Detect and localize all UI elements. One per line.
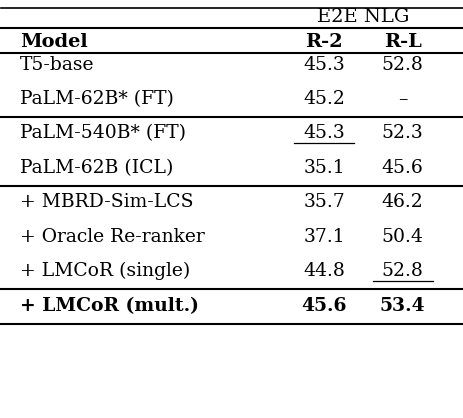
Text: + MBRD-Sim-LCS: + MBRD-Sim-LCS [20, 194, 193, 212]
Text: 44.8: 44.8 [303, 262, 344, 280]
Text: PaLM-540B* (FT): PaLM-540B* (FT) [20, 125, 186, 143]
Text: + LMCᴏR (mult.): + LMCᴏR (mult.) [20, 297, 198, 315]
Text: 46.2: 46.2 [381, 194, 423, 212]
Text: + LMCᴏR (single): + LMCᴏR (single) [20, 262, 190, 280]
Text: 45.3: 45.3 [303, 56, 344, 74]
Text: 52.3: 52.3 [381, 125, 423, 143]
Text: R-L: R-L [383, 33, 420, 51]
Text: T5-base: T5-base [20, 56, 94, 74]
Text: 37.1: 37.1 [303, 228, 344, 246]
Text: –: – [397, 90, 407, 108]
Text: 50.4: 50.4 [381, 228, 423, 246]
Text: R-2: R-2 [305, 33, 342, 51]
Text: 45.2: 45.2 [303, 90, 344, 108]
Text: PaLM-62B* (FT): PaLM-62B* (FT) [20, 90, 173, 108]
Text: 35.7: 35.7 [303, 194, 344, 212]
Text: 45.6: 45.6 [381, 159, 423, 177]
Text: 53.4: 53.4 [379, 297, 425, 315]
Text: E2E NLG: E2E NLG [317, 8, 409, 26]
Text: 52.8: 52.8 [381, 56, 423, 74]
Text: PaLM-62B (ICL): PaLM-62B (ICL) [20, 159, 173, 177]
Text: Model: Model [20, 33, 88, 51]
Text: 52.8: 52.8 [381, 262, 423, 280]
Text: 45.6: 45.6 [301, 297, 346, 315]
Text: 35.1: 35.1 [303, 159, 344, 177]
Text: 45.3: 45.3 [303, 125, 344, 143]
Text: + Oracle Re-ranker: + Oracle Re-ranker [20, 228, 204, 246]
